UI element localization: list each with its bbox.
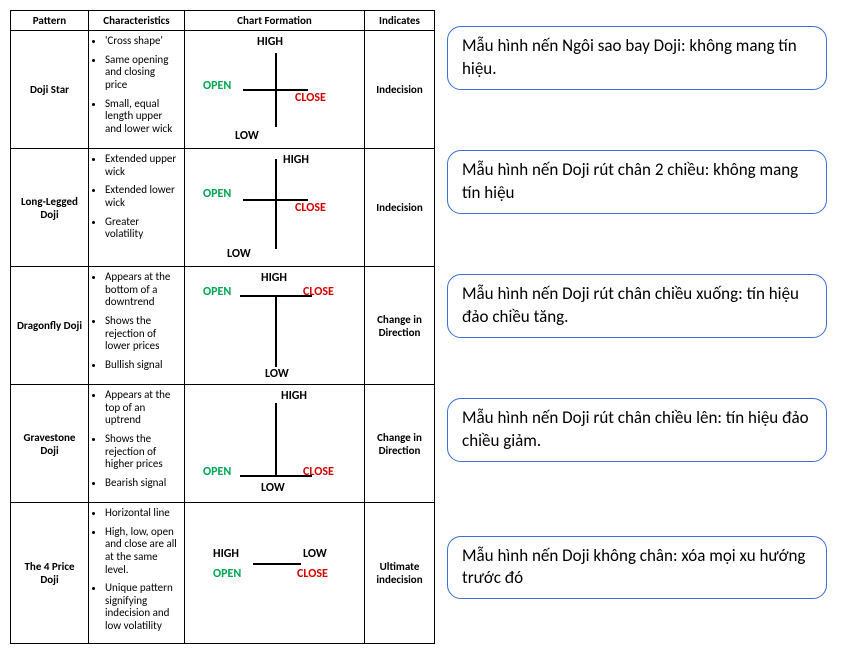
table-row: Long-Legged Doji Extended upper wick Ext…	[11, 149, 435, 267]
pattern-name: Doji Star	[11, 31, 89, 149]
open-label: OPEN	[213, 567, 241, 581]
indicates-cell: Ultimate indecision	[365, 503, 435, 644]
bullet: Horizontal line	[105, 507, 178, 520]
bullet: Bullish signal	[105, 359, 178, 372]
header-chart: Chart Formation	[185, 11, 365, 31]
bullet: Bearish signal	[105, 477, 178, 490]
vertical-wick	[275, 403, 277, 477]
bullet: Small, equal length upper and lower wick	[105, 98, 178, 136]
header-characteristics: Characteristics	[89, 11, 185, 31]
characteristics-cell: Appears at the top of an uptrend Shows t…	[89, 385, 185, 503]
high-label: HIGH	[257, 35, 283, 49]
table-row: Doji Star 'Cross shape' Same opening and…	[11, 31, 435, 149]
characteristics-cell: Appears at the bottom of a downtrend Sho…	[89, 267, 185, 385]
characteristics-cell: 'Cross shape' Same opening and closing p…	[89, 31, 185, 149]
open-label: OPEN	[203, 187, 231, 201]
chart-formation-cell: HIGH OPEN CLOSE LOW	[185, 267, 365, 385]
high-label: HIGH	[261, 271, 287, 285]
callout: Mẫu hình nến Doji không chân: xóa mọi xu…	[447, 536, 827, 600]
chart-formation-cell: HIGH OPEN CLOSE LOW	[185, 149, 365, 267]
high-label: HIGH	[281, 389, 307, 403]
pattern-name: The 4 Price Doji	[11, 503, 89, 644]
low-label: LOW	[227, 247, 251, 261]
horizontal-body	[240, 475, 312, 477]
bullet: Same opening and closing price	[105, 54, 178, 92]
vertical-wick	[275, 295, 277, 367]
horizontal-body	[243, 89, 308, 91]
indicates-cell: Change in Direction	[365, 267, 435, 385]
four-price-diagram: HIGH LOW OPEN CLOSE	[185, 503, 364, 643]
characteristics-cell: Horizontal line High, low, open and clos…	[89, 503, 185, 644]
header-indicates: Indicates	[365, 11, 435, 31]
indicates-cell: Indecision	[365, 149, 435, 267]
indicates-cell: Indecision	[365, 31, 435, 149]
bullet: Shows the rejection of lower prices	[105, 315, 178, 353]
pattern-name: Dragonfly Doji	[11, 267, 89, 385]
table-row: Dragonfly Doji Appears at the bottom of …	[11, 267, 435, 385]
callout: Mẫu hình nến Doji rút chân chiều lên: tí…	[447, 398, 827, 462]
header-pattern: Pattern	[11, 11, 89, 31]
dragonfly-diagram: HIGH OPEN CLOSE LOW	[185, 267, 364, 384]
table-body: Doji Star 'Cross shape' Same opening and…	[11, 31, 435, 644]
low-label: LOW	[265, 367, 289, 381]
close-label: CLOSE	[295, 91, 326, 105]
page-layout: Pattern Characteristics Chart Formation …	[10, 10, 832, 644]
table-row: The 4 Price Doji Horizontal line High, l…	[11, 503, 435, 644]
chart-formation-cell: HIGH OPEN CLOSE LOW	[185, 31, 365, 149]
pattern-name: Long-Legged Doji	[11, 149, 89, 267]
characteristics-cell: Extended upper wick Extended lower wick …	[89, 149, 185, 267]
open-label: OPEN	[203, 79, 231, 93]
horizontal-body	[240, 295, 312, 297]
long-legged-diagram: HIGH OPEN CLOSE LOW	[185, 149, 364, 266]
low-label: LOW	[261, 481, 285, 495]
bullet: Appears at the top of an uptrend	[105, 389, 178, 427]
close-label: CLOSE	[297, 567, 328, 581]
chart-formation-cell: HIGH OPEN CLOSE LOW	[185, 385, 365, 503]
low-label: LOW	[303, 547, 327, 561]
doji-star-diagram: HIGH OPEN CLOSE LOW	[185, 31, 364, 148]
table-row: Gravestone Doji Appears at the top of an…	[11, 385, 435, 503]
callout: Mẫu hình nến Ngôi sao bay Doji: không ma…	[447, 26, 827, 90]
callout: Mẫu hình nến Doji rút chân 2 chiều: khôn…	[447, 150, 827, 214]
bullet: High, low, open and close are all at the…	[105, 526, 178, 577]
callout: Mẫu hình nến Doji rút chân chiều xuống: …	[447, 274, 827, 338]
open-label: OPEN	[203, 465, 231, 479]
gravestone-diagram: HIGH OPEN CLOSE LOW	[185, 385, 364, 502]
high-label: HIGH	[213, 547, 239, 561]
bullet: Shows the rejection of higher prices	[105, 433, 178, 471]
chart-formation-cell: HIGH LOW OPEN CLOSE	[185, 503, 365, 644]
bullet: Extended lower wick	[105, 184, 178, 209]
horizontal-body	[253, 563, 301, 565]
pattern-name: Gravestone Doji	[11, 385, 89, 503]
close-label: CLOSE	[295, 201, 326, 215]
high-label: HIGH	[283, 153, 309, 167]
bullet: Greater volatility	[105, 216, 178, 241]
bullet: 'Cross shape'	[105, 35, 178, 48]
open-label: OPEN	[203, 285, 231, 299]
horizontal-body	[243, 199, 308, 201]
callouts-column: Mẫu hình nến Ngôi sao bay Doji: không ma…	[447, 10, 827, 599]
bullet: Appears at the bottom of a downtrend	[105, 271, 178, 309]
low-label: LOW	[235, 129, 259, 143]
doji-patterns-table: Pattern Characteristics Chart Formation …	[10, 10, 435, 644]
bullet: Extended upper wick	[105, 153, 178, 178]
indicates-cell: Change in Direction	[365, 385, 435, 503]
bullet: Unique pattern signifying indecision and…	[105, 582, 178, 633]
vertical-wick	[275, 159, 277, 249]
